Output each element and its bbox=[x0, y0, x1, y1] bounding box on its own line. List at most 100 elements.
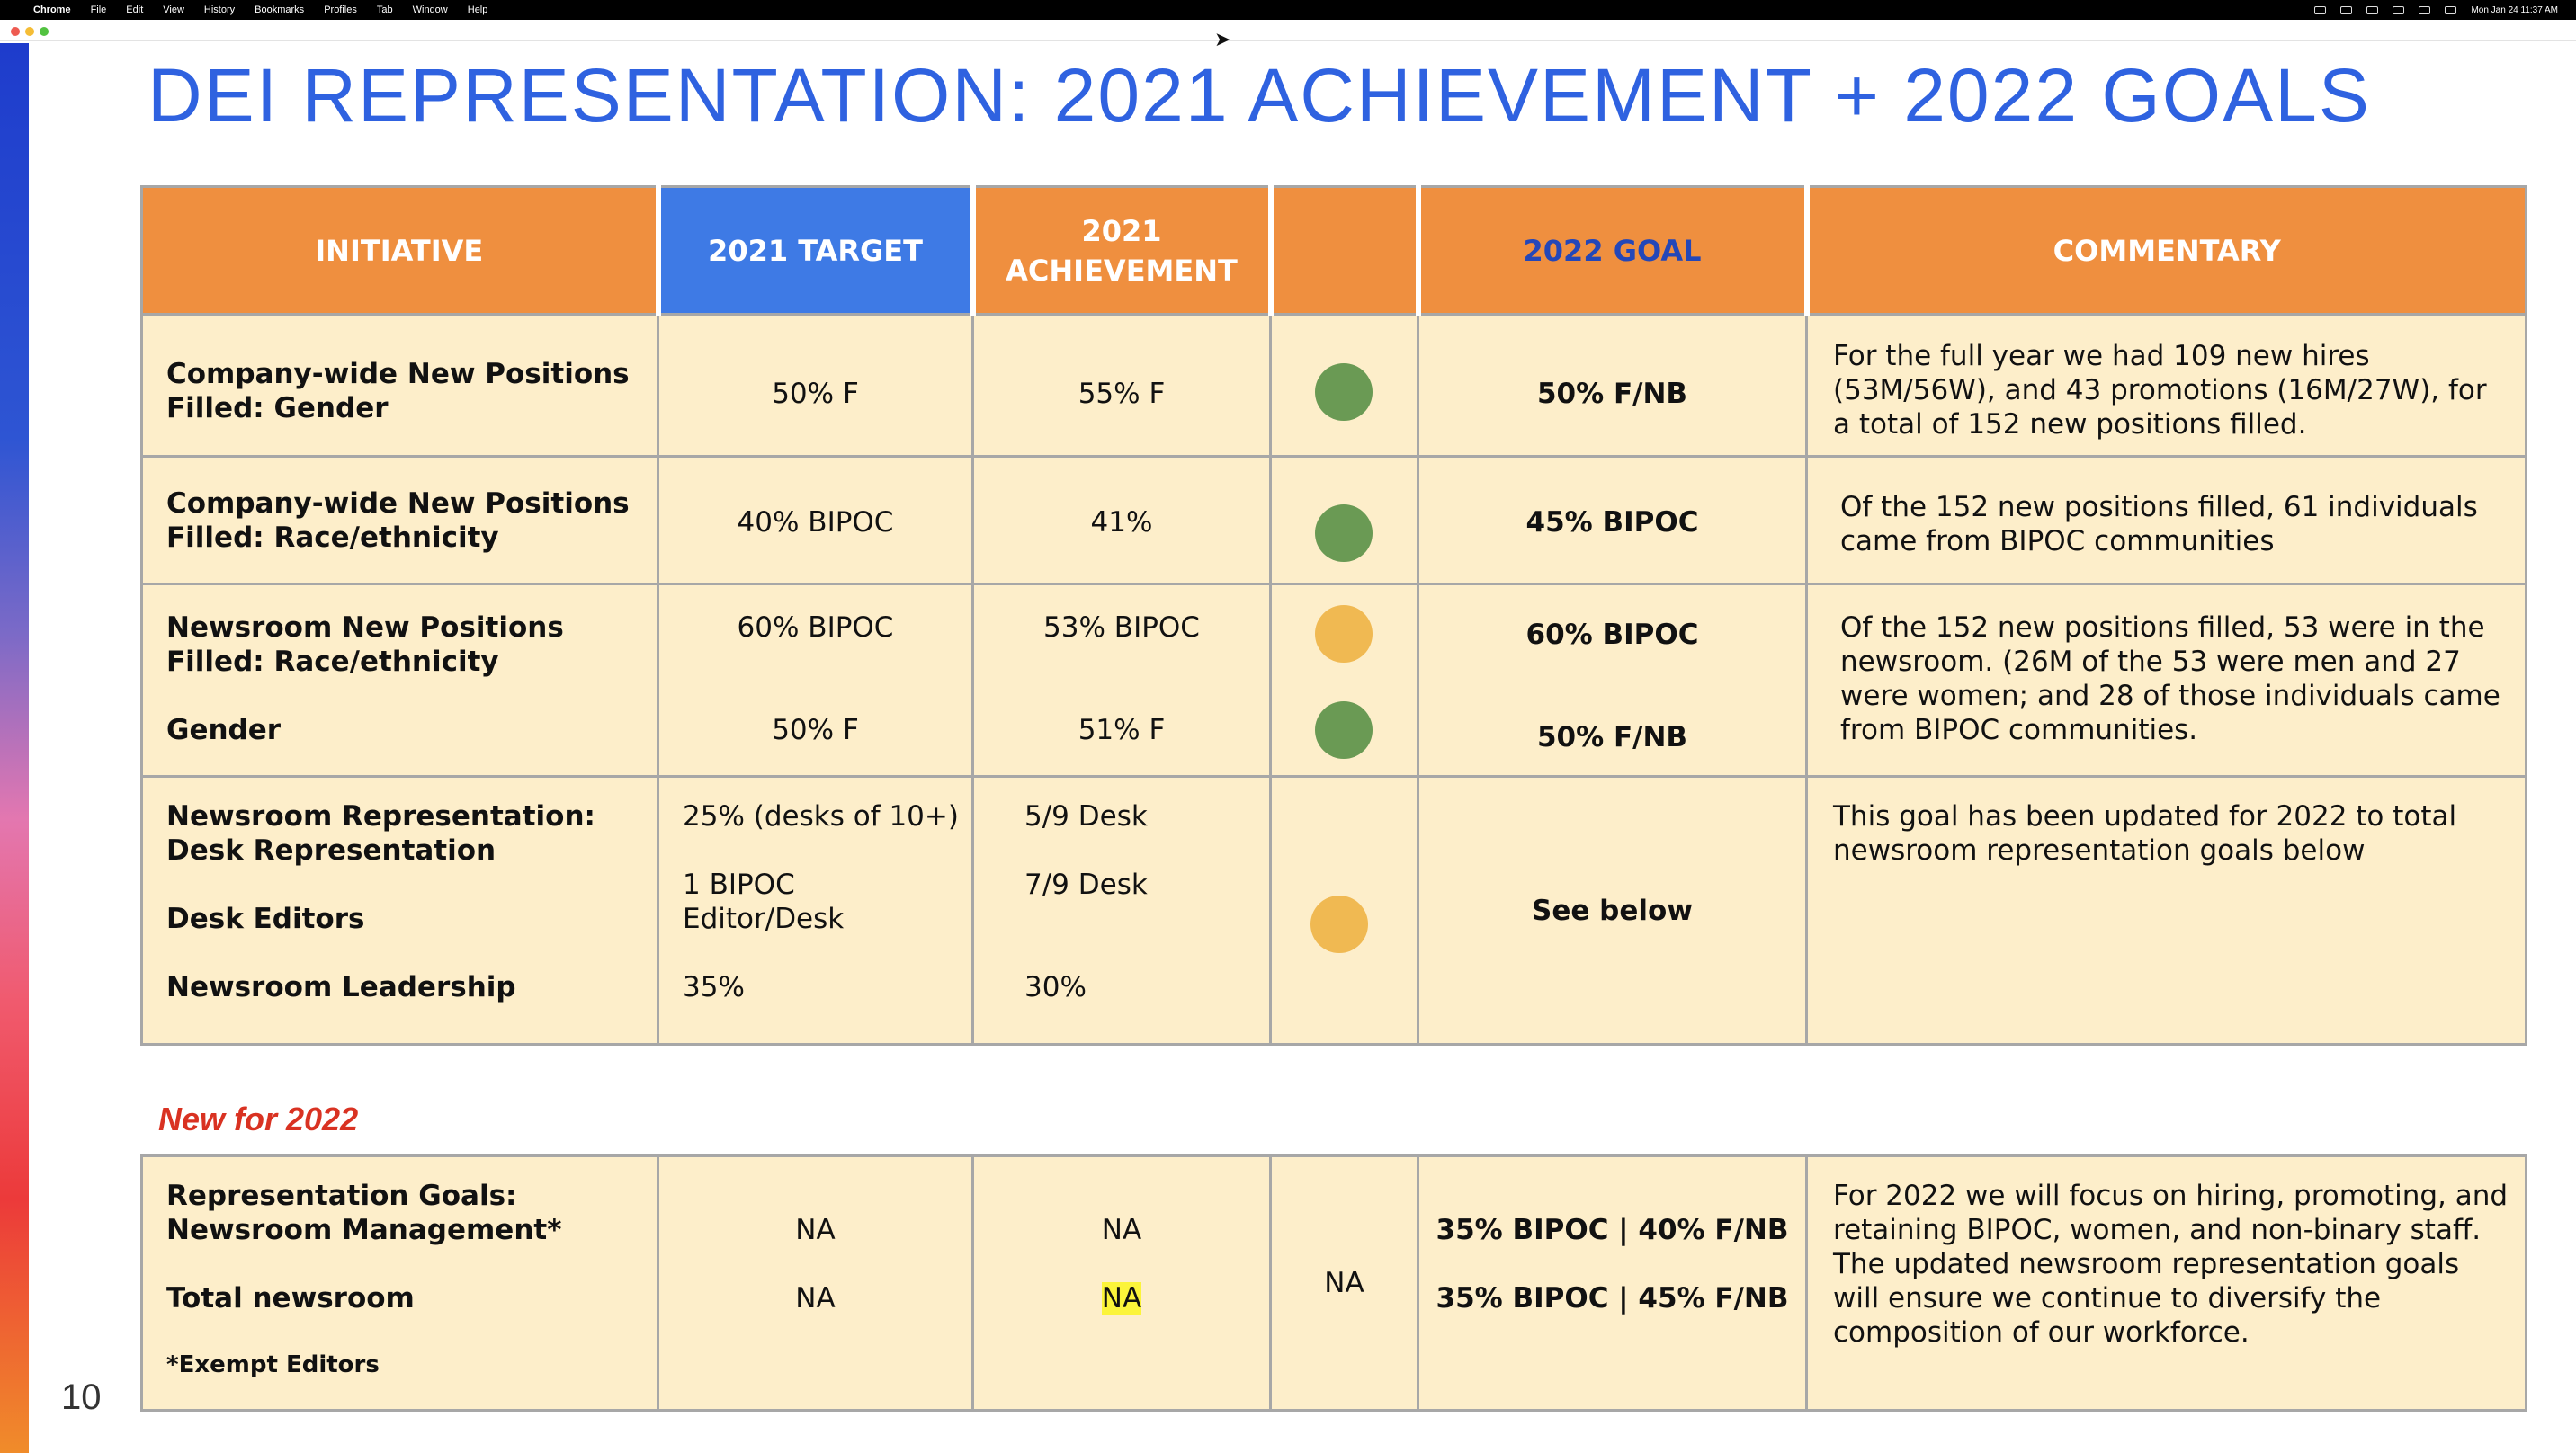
commentary-cell: For 2022 we will focus on hiring, promot… bbox=[1805, 1154, 2527, 1412]
browser-window-bar bbox=[0, 20, 2576, 41]
header-2021-target: 2021 TARGET bbox=[655, 185, 976, 316]
status-area: Mon Jan 24 11:37 AM bbox=[2314, 0, 2558, 20]
goal-cell: 60% BIPOC 50% F/NB bbox=[1417, 583, 1808, 778]
menu-window[interactable]: Window bbox=[412, 4, 448, 15]
achievement-cell: 53% BIPOC 51% F bbox=[971, 583, 1272, 778]
goal-line: 35% BIPOC | 45% F/NB bbox=[1436, 1282, 1789, 1315]
battery-icon[interactable] bbox=[2366, 5, 2379, 14]
target-primary: 60% BIPOC bbox=[737, 611, 894, 644]
target-secondary: 50% F bbox=[772, 714, 859, 746]
goal-primary: 60% BIPOC bbox=[1525, 619, 1699, 651]
achievement-line: 7/9 Desk bbox=[1024, 869, 1148, 901]
exempt-editors-note: *Exempt Editors bbox=[166, 1351, 380, 1378]
initiative-cell: Company-wide New Positions Filled: Gende… bbox=[140, 313, 659, 458]
initiative-line: Desk Representation bbox=[166, 834, 496, 867]
menu-bookmarks[interactable]: Bookmarks bbox=[255, 4, 305, 15]
initiative-primary: Newsroom New Positions Filled: Race/ethn… bbox=[166, 611, 564, 678]
goal-secondary: 50% F/NB bbox=[1536, 721, 1688, 753]
status-cell bbox=[1269, 775, 1419, 1046]
table-row: Newsroom Representation: Desk Representa… bbox=[140, 775, 2527, 1046]
table-row: Representation Goals: Newsroom Managemen… bbox=[140, 1154, 2527, 1412]
initiative-cell: Company-wide New Positions Filled: Race/… bbox=[140, 455, 659, 585]
menu-history[interactable]: History bbox=[203, 4, 236, 15]
status-cell: NA bbox=[1269, 1154, 1419, 1412]
control-center-icon[interactable] bbox=[2445, 5, 2457, 14]
achievement-cell: NA NA bbox=[971, 1154, 1272, 1412]
table-row: Newsroom New Positions Filled: Race/ethn… bbox=[140, 583, 2527, 778]
initiative-line: Newsroom Leadership bbox=[166, 971, 516, 1003]
achievement-secondary: 51% F bbox=[1078, 714, 1166, 746]
target-line: 1 BIPOC Editor/Desk bbox=[683, 869, 845, 935]
goal-cell: 50% F/NB bbox=[1417, 313, 1808, 458]
slide-page-number: 10 bbox=[61, 1377, 102, 1417]
target-cell: NA NA bbox=[657, 1154, 974, 1412]
status-dot-amber bbox=[1315, 605, 1373, 663]
achievement-primary: 53% BIPOC bbox=[1043, 611, 1200, 644]
target-line: 25% (desks of 10+) bbox=[683, 800, 959, 833]
initiative-cell: Newsroom Representation: Desk Representa… bbox=[140, 775, 659, 1046]
wifi-icon[interactable] bbox=[2393, 5, 2405, 14]
header-2022-goal: 2022 GOAL bbox=[1415, 185, 1810, 316]
achievement-cell: 41% bbox=[971, 455, 1272, 585]
achievement-line: 5/9 Desk bbox=[1024, 800, 1148, 833]
menu-clock[interactable]: Mon Jan 24 11:37 AM bbox=[2471, 4, 2558, 15]
target-line: 35% bbox=[683, 971, 745, 1003]
initiative-line: Newsroom Representation: bbox=[166, 800, 595, 833]
target-cell: 60% BIPOC 50% F bbox=[657, 583, 974, 778]
status-dot-amber bbox=[1310, 896, 1368, 953]
menu-profiles[interactable]: Profiles bbox=[324, 4, 357, 15]
status-cell bbox=[1269, 313, 1419, 458]
commentary-cell: This goal has been updated for 2022 to t… bbox=[1805, 775, 2527, 1046]
menu-bar: Chrome File Edit View History Bookmarks … bbox=[0, 0, 2576, 20]
initiative-line: Total newsroom bbox=[166, 1282, 415, 1315]
achievement-line: 30% bbox=[1024, 971, 1087, 1003]
initiative-line: Representation Goals: Newsroom Managemen… bbox=[166, 1180, 562, 1246]
mouse-cursor-icon: ➤ bbox=[1214, 29, 1231, 51]
new-for-2022-label: New for 2022 bbox=[158, 1101, 359, 1137]
table-row: Company-wide New Positions Filled: Gende… bbox=[140, 313, 2527, 458]
menu-view[interactable]: View bbox=[163, 4, 184, 15]
initiative-cell: Newsroom New Positions Filled: Race/ethn… bbox=[140, 583, 659, 778]
goal-cell: 45% BIPOC bbox=[1417, 455, 1808, 585]
status-cell bbox=[1269, 583, 1419, 778]
goal-line: 35% BIPOC | 40% F/NB bbox=[1436, 1214, 1789, 1246]
initiative-cell: Representation Goals: Newsroom Managemen… bbox=[140, 1154, 659, 1412]
table-header-row: INITIATIVE 2021 TARGET 2021 ACHIEVEMENT … bbox=[140, 185, 2527, 316]
goal-cell: 35% BIPOC | 40% F/NB 35% BIPOC | 45% F/N… bbox=[1417, 1154, 1808, 1412]
commentary-cell: Of the 152 new positions filled, 53 were… bbox=[1805, 583, 2527, 778]
new-goals-table: Representation Goals: Newsroom Managemen… bbox=[140, 1154, 2527, 1412]
header-status bbox=[1267, 185, 1421, 316]
minimize-window-button[interactable] bbox=[25, 27, 34, 36]
achievement-cell: 5/9 Desk 7/9 Desk 30% bbox=[971, 775, 1272, 1046]
slide-gradient-bar bbox=[0, 43, 29, 1453]
target-cell: 25% (desks of 10+) 1 BIPOC Editor/Desk 3… bbox=[657, 775, 974, 1046]
dei-table: INITIATIVE 2021 TARGET 2021 ACHIEVEMENT … bbox=[140, 185, 2527, 1046]
slide-title: DEI REPRESENTATION: 2021 ACHIEVEMENT + 2… bbox=[148, 53, 2371, 138]
menu-file[interactable]: File bbox=[90, 4, 107, 15]
table-row: Company-wide New Positions Filled: Race/… bbox=[140, 455, 2527, 585]
commentary-cell: Of the 152 new positions filled, 61 indi… bbox=[1805, 455, 2527, 585]
close-window-button[interactable] bbox=[11, 27, 20, 36]
target-cell: 40% BIPOC bbox=[657, 455, 974, 585]
achievement-cell: 55% F bbox=[971, 313, 1272, 458]
status-cell bbox=[1269, 455, 1419, 585]
menu-app-name[interactable]: Chrome bbox=[33, 4, 71, 15]
commentary-cell: For the full year we had 109 new hires (… bbox=[1805, 313, 2527, 458]
achievement-highlighted: NA bbox=[1101, 1282, 1142, 1315]
target-line: NA bbox=[795, 1214, 836, 1246]
bluetooth-icon[interactable] bbox=[2340, 5, 2353, 14]
target-line: NA bbox=[795, 1282, 836, 1315]
target-cell: 50% F bbox=[657, 313, 974, 458]
header-initiative: INITIATIVE bbox=[140, 185, 661, 316]
header-commentary: COMMENTARY bbox=[1803, 185, 2527, 316]
initiative-secondary: Gender bbox=[166, 714, 282, 746]
menu-help[interactable]: Help bbox=[467, 4, 488, 15]
menu-edit[interactable]: Edit bbox=[126, 4, 144, 15]
screen-icon[interactable] bbox=[2314, 5, 2327, 14]
achievement-line: NA bbox=[1101, 1214, 1142, 1246]
fullscreen-window-button[interactable] bbox=[40, 27, 49, 36]
search-icon[interactable] bbox=[2419, 5, 2431, 14]
status-dot-green bbox=[1315, 363, 1373, 421]
menu-tab[interactable]: Tab bbox=[376, 4, 393, 15]
goal-cell: See below bbox=[1417, 775, 1808, 1046]
